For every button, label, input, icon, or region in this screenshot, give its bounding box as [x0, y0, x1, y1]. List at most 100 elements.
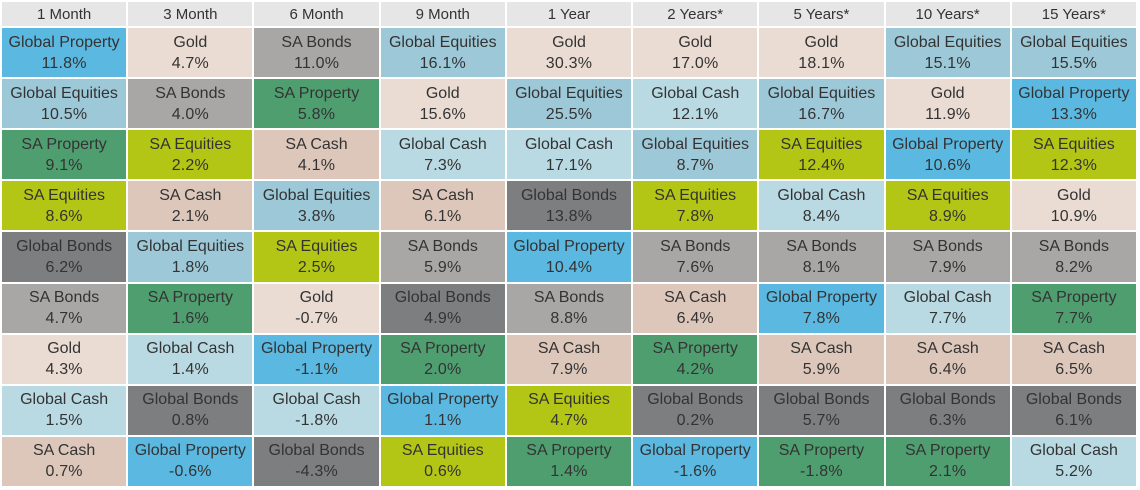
column-header: 10 Years* — [885, 2, 1012, 28]
asset-class-label: Global Bonds — [16, 237, 113, 255]
return-value: 18.1% — [798, 54, 845, 72]
return-value: 0.6% — [424, 463, 462, 481]
return-value: -0.6% — [168, 463, 212, 481]
return-cell: SA Property 4.2% — [633, 334, 760, 386]
return-value: 7.8% — [676, 207, 714, 225]
return-cell: Global Equities 8.7% — [633, 130, 760, 182]
return-cell: SA Bonds 8.1% — [759, 232, 886, 284]
column-header: 9 Month — [380, 2, 507, 28]
asset-class-label: SA Equities — [528, 391, 610, 409]
return-value: 5.9% — [802, 361, 841, 379]
column-header: 1 Year — [506, 2, 634, 28]
return-value: 11.9% — [925, 105, 971, 123]
asset-class-label: SA Bonds — [155, 84, 226, 102]
asset-class-label: SA Bonds — [786, 237, 857, 255]
column-header: 3 Month — [128, 2, 255, 28]
return-value: 11.0% — [293, 54, 340, 72]
return-value: 0.7% — [45, 463, 83, 481]
return-cell: Global Bonds 4.9% — [380, 283, 507, 335]
return-cell: SA Equities 7.8% — [633, 181, 760, 233]
asset-class-label: Gold — [552, 33, 586, 51]
asset-class-label: Global Bonds — [268, 442, 365, 460]
return-value: 2.5% — [297, 258, 336, 276]
return-value: 6.5% — [1055, 361, 1093, 379]
return-value: 2.1% — [929, 463, 967, 481]
asset-class-label: Global Cash — [651, 84, 740, 102]
return-cell: SA Cash 7.9% — [506, 334, 634, 386]
column-header: 2 Years* — [633, 2, 760, 28]
return-value: 15.1% — [924, 54, 971, 72]
asset-class-label: SA Bonds — [281, 33, 352, 51]
return-cell: Global Equities 3.8% — [254, 181, 381, 233]
return-cell: SA Cash 6.1% — [380, 181, 507, 233]
return-cell: Global Equities 15.1% — [885, 28, 1012, 80]
return-value: 8.4% — [802, 207, 841, 225]
return-cell: Global Property 1.1% — [380, 385, 507, 437]
asset-class-label: SA Equities — [275, 237, 358, 255]
return-value: 6.1% — [424, 207, 462, 225]
return-value: 0.8% — [171, 412, 209, 430]
return-value: 7.9% — [929, 258, 967, 276]
asset-class-label: Global Cash — [146, 340, 235, 358]
asset-class-label: Gold — [173, 33, 208, 51]
return-value: 15.6% — [419, 105, 466, 123]
asset-class-label: SA Bonds — [28, 289, 100, 307]
return-cell: Global Cash 12.1% — [633, 79, 760, 131]
return-cell: SA Property 1.4% — [506, 436, 634, 488]
return-value: 25.5% — [545, 105, 593, 123]
asset-class-label: SA Bonds — [1038, 237, 1110, 255]
asset-class-label: Global Bonds — [647, 391, 744, 409]
asset-class-label: Global Cash — [20, 391, 109, 409]
return-value: 7.8% — [802, 310, 841, 328]
return-cell: SA Equities 8.6% — [2, 181, 129, 233]
return-value: 30.3% — [545, 54, 593, 72]
return-value: 3.8% — [297, 207, 336, 225]
asset-class-label: SA Property — [21, 135, 107, 153]
return-cell: Global Property 10.4% — [506, 232, 634, 284]
asset-class-label: SA Equities — [780, 135, 863, 153]
asset-class-label: SA Cash — [285, 135, 348, 153]
return-cell: SA Equities 8.9% — [885, 181, 1012, 233]
asset-class-label: SA Property — [904, 442, 991, 460]
return-value: 16.7% — [798, 105, 845, 123]
return-value: -0.7% — [295, 310, 338, 328]
asset-class-label: SA Cash — [537, 340, 601, 358]
return-value: -1.8% — [295, 412, 338, 430]
return-value: 2.0% — [424, 361, 462, 379]
asset-class-label: Global Cash — [398, 135, 487, 153]
return-cell: SA Bonds 11.0% — [254, 28, 381, 80]
asset-class-label: Global Property — [387, 391, 499, 409]
asset-class-label: SA Cash — [916, 340, 979, 358]
return-value: 16.1% — [419, 54, 466, 72]
return-cell: Global Equities 1.8% — [128, 232, 255, 284]
asset-class-label: SA Cash — [664, 289, 727, 307]
return-value: 1.5% — [45, 412, 83, 430]
return-value: -4.3% — [295, 463, 338, 481]
asset-class-label: Global Property — [8, 33, 120, 51]
return-cell: Global Property 13.3% — [1011, 79, 1138, 131]
asset-class-label: Global Property — [892, 135, 1004, 153]
return-cell: Global Cash 1.4% — [128, 334, 255, 386]
return-cell: SA Property 9.1% — [2, 130, 129, 182]
asset-class-label: SA Equities — [149, 135, 232, 153]
return-value: 6.3% — [929, 412, 967, 430]
return-cell: Global Property 11.8% — [2, 28, 129, 80]
asset-class-label: Gold — [425, 84, 460, 102]
return-cell: SA Bonds 4.0% — [128, 79, 255, 131]
asset-class-label: Global Property — [1018, 84, 1130, 102]
return-cell: Global Cash 8.4% — [759, 181, 886, 233]
return-value: 7.3% — [424, 156, 462, 174]
asset-class-label: Global Bonds — [520, 186, 618, 204]
return-cell: Global Bonds 6.2% — [2, 232, 129, 284]
return-cell: SA Property 5.8% — [254, 79, 381, 131]
return-cell: SA Property 1.6% — [128, 283, 255, 335]
asset-class-label: Gold — [804, 33, 839, 51]
return-cell: Global Cash 7.7% — [885, 283, 1012, 335]
column-header: 6 Month — [254, 2, 381, 28]
return-value: 5.2% — [1055, 463, 1093, 481]
return-value: 8.7% — [676, 156, 714, 174]
return-value: 8.8% — [550, 310, 588, 328]
asset-class-label: Gold — [1056, 186, 1091, 204]
return-cell: SA Cash 6.5% — [1011, 334, 1138, 386]
asset-class-label: Global Equities — [1020, 33, 1128, 51]
